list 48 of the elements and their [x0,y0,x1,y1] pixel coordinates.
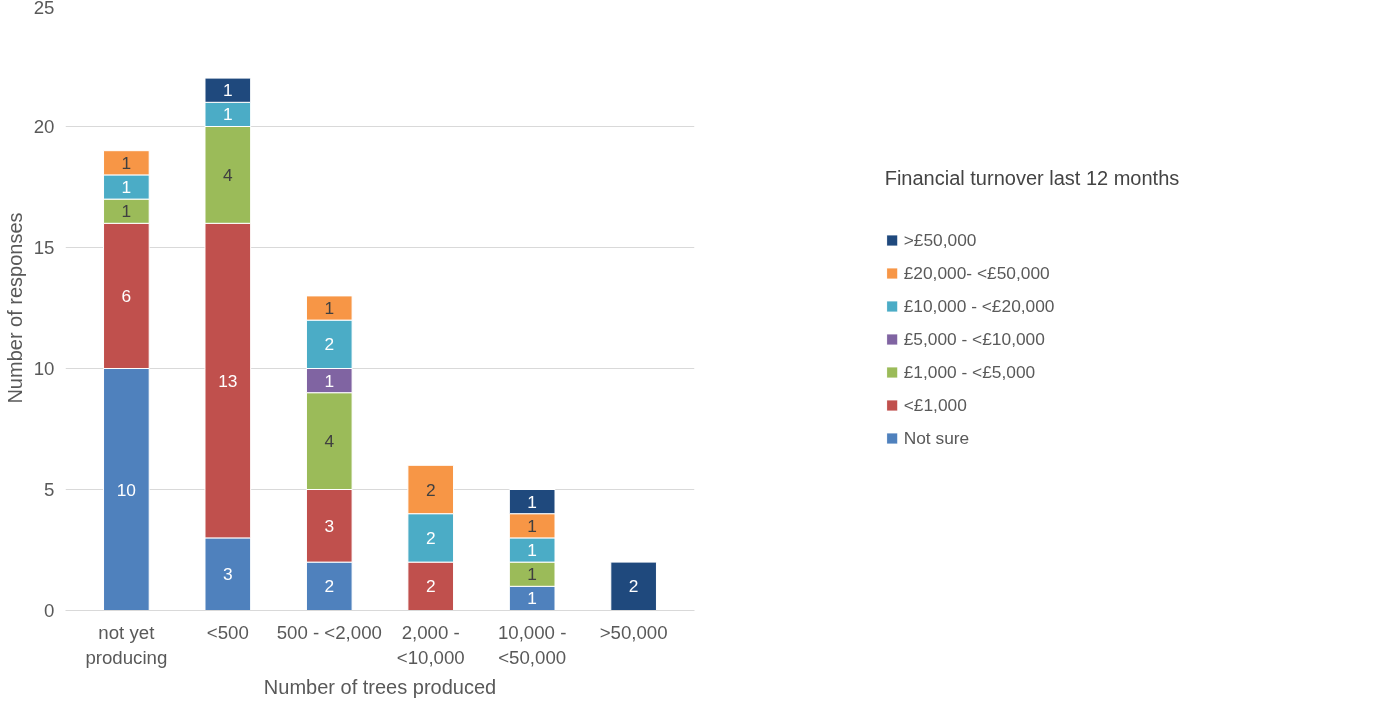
x-tick-label: 500 - <2,000 [276,621,382,643]
data-label: 6 [121,285,132,306]
y-axis-title: Number of responses [3,212,26,404]
y-tick-label: 10 [33,358,55,379]
data-label: 2 [425,527,436,548]
x-tick-label: not yet producing [85,621,168,668]
x-tick-label: 10,000 - <50,000 [497,621,567,668]
y-tick-label: 15 [33,237,55,258]
data-label: 4 [324,431,335,452]
data-label: 2 [628,576,639,597]
x-axis-title: Number of trees produced [263,675,497,698]
legend-label: £5,000 - <£10,000 [903,328,1045,350]
y-tick-label: 25 [33,0,55,18]
data-label: 1 [324,370,335,391]
y-tick-label: 0 [44,600,55,621]
data-label: 1 [527,588,537,609]
y-tick-label: 5 [44,479,55,500]
bar [610,561,657,611]
data-label: 1 [223,80,233,101]
legend-label: <£1,000 [903,394,967,416]
data-label: 1 [223,104,233,125]
data-label: 1 [121,177,132,197]
data-label: 10 [116,479,137,500]
legend-label: £10,000 - <£20,000 [903,295,1055,317]
x-tick-label: <500 [206,621,249,643]
x-tick-label: >50,000 [599,621,668,643]
legend-label: >£50,000 [903,229,977,251]
data-label: 1 [527,515,537,536]
data-label: 4 [223,164,233,185]
data-label: 2 [425,479,436,500]
data-label: 3 [324,515,335,536]
data-label: 1 [527,564,537,585]
legend-label: Not sure [903,427,970,449]
legend-title: Financial turnover last 12 months [884,166,1180,190]
data-label: 1 [121,152,132,173]
data-label: 3 [223,564,233,585]
data-label: 1 [324,298,335,318]
y-tick-label: 20 [33,116,55,137]
legend-label: £20,000- <£50,000 [903,262,1050,284]
data-label: 2 [324,576,335,597]
x-tick-label: 2,000 - <10,000 [396,621,465,668]
data-label: 1 [527,491,537,512]
legend-label: £1,000 - <£5,000 [903,361,1036,383]
data-label: 2 [425,576,436,597]
data-label: 13 [218,370,238,391]
data-label: 1 [121,201,132,222]
data-label: 1 [527,540,537,560]
data-label: 2 [324,334,335,355]
